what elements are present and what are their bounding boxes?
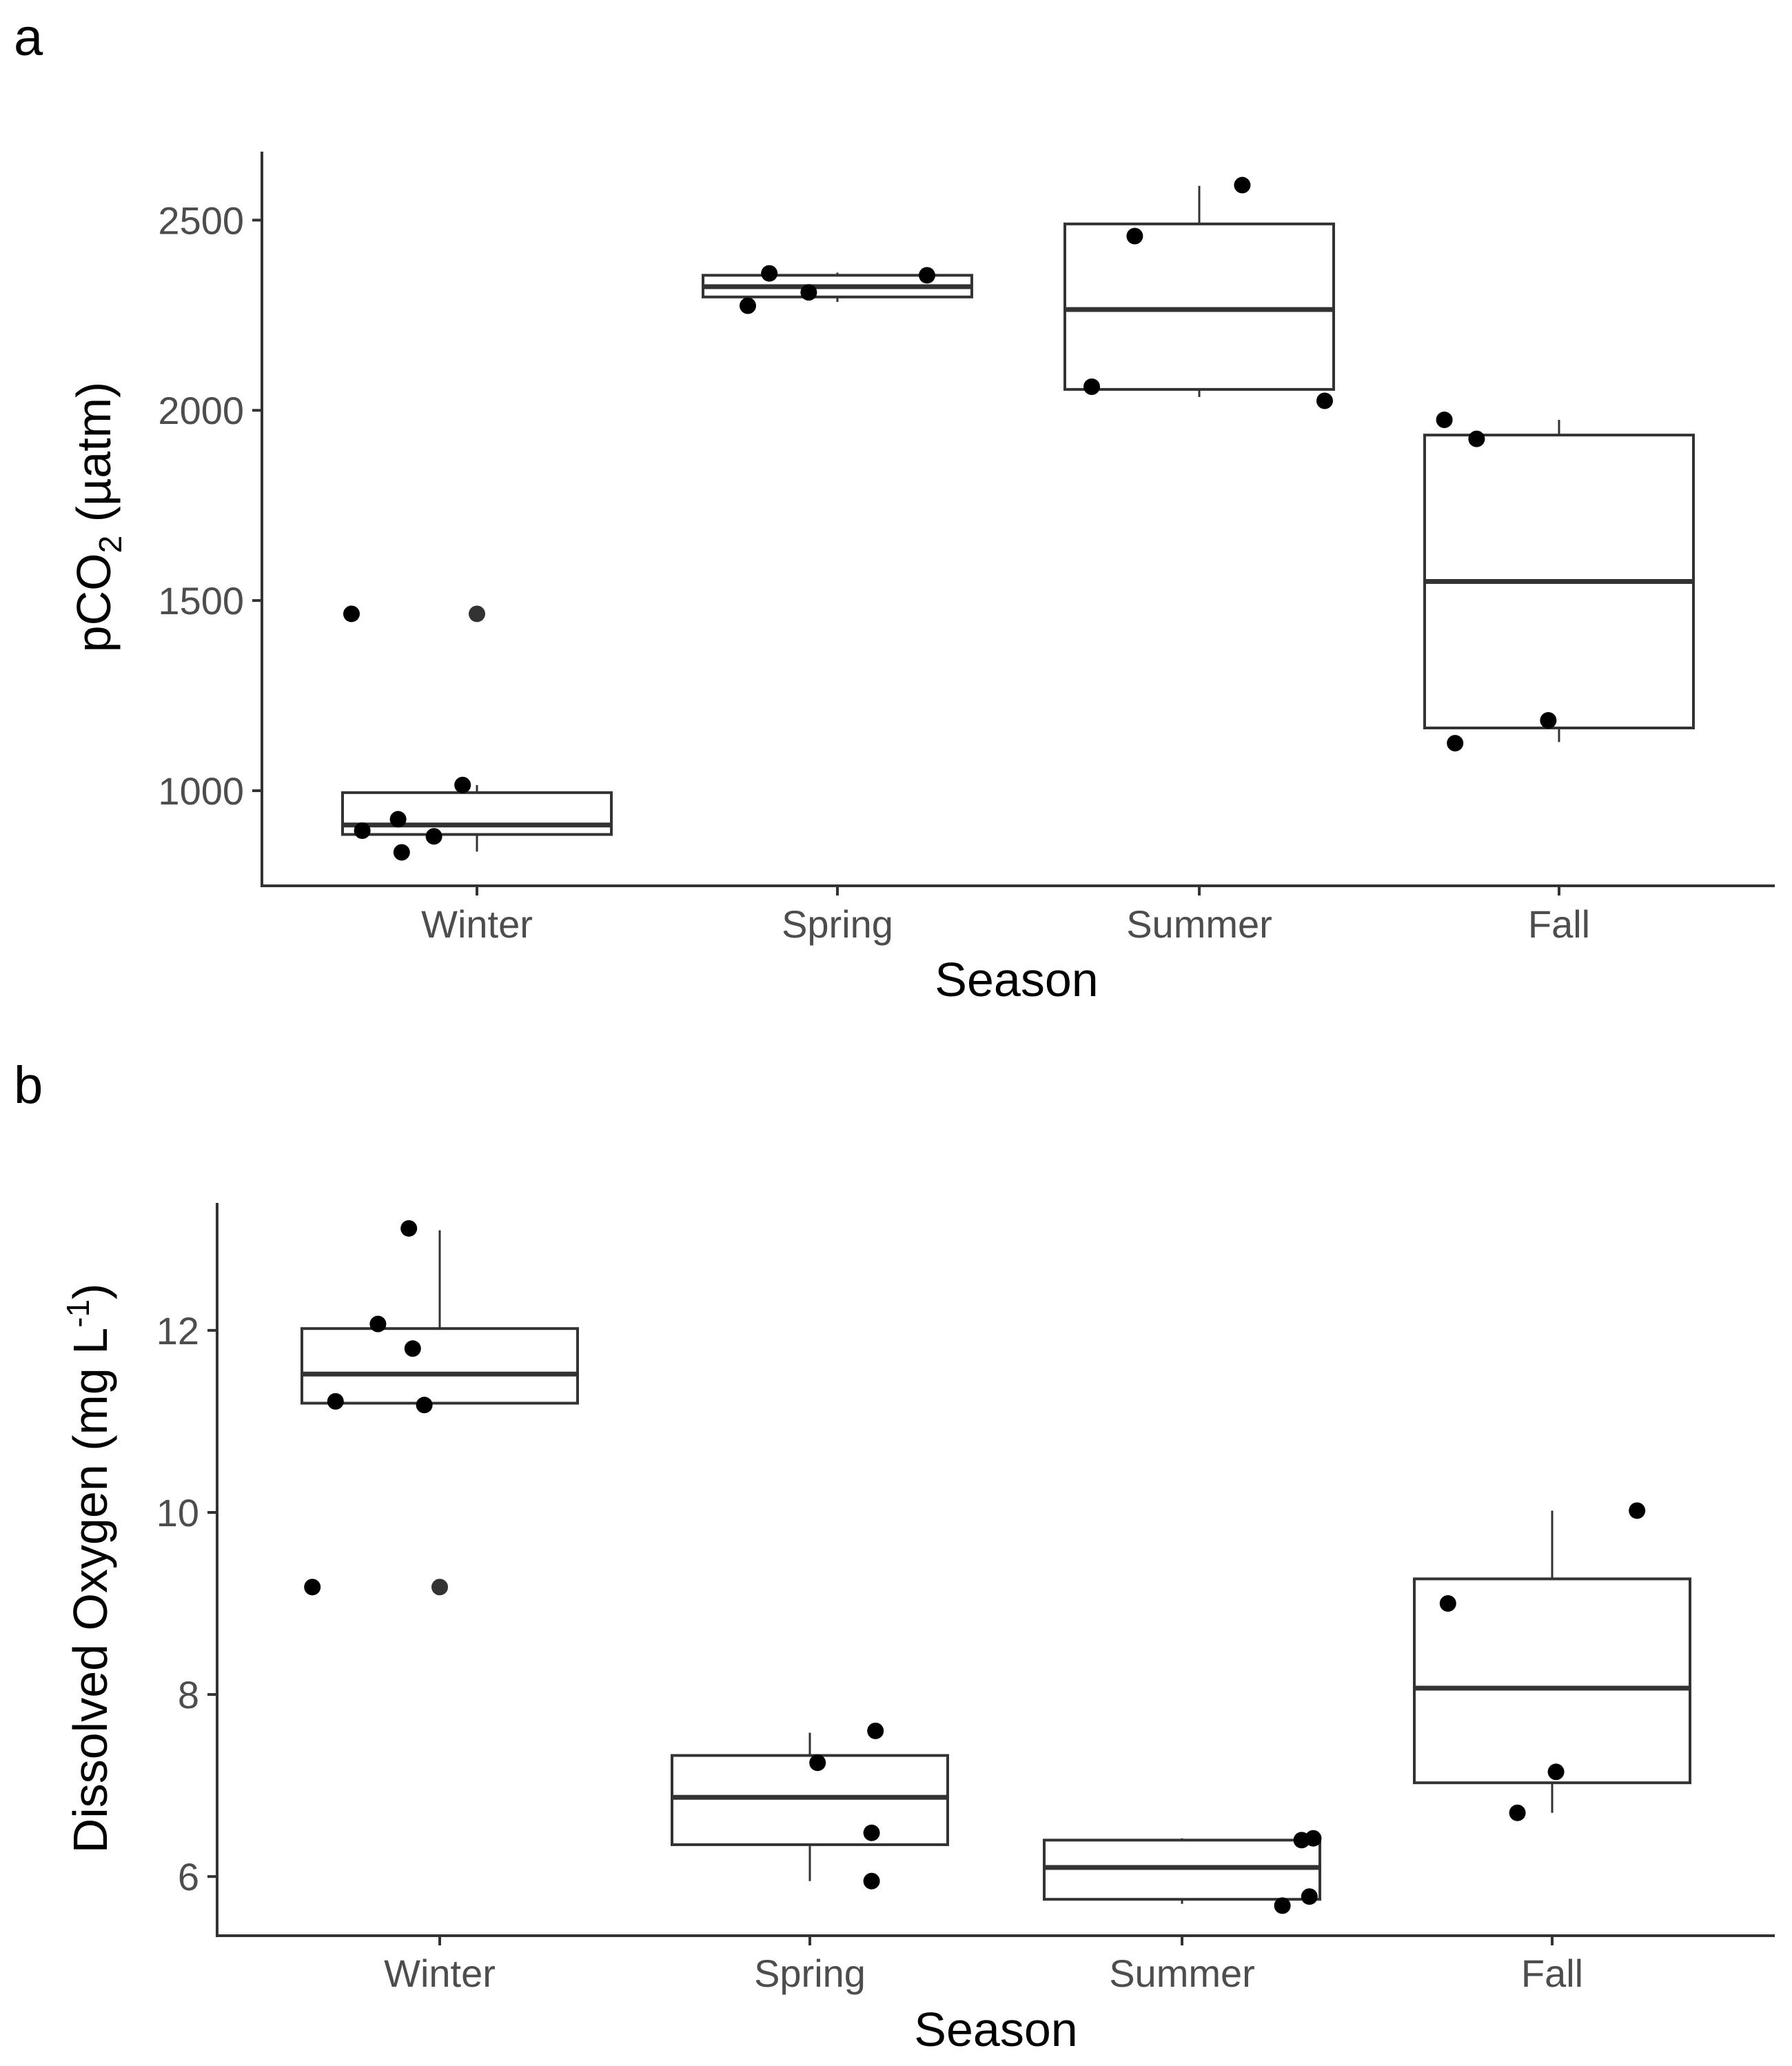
panel-a-y-title-sub: 2	[92, 536, 128, 554]
panel-b-x-tick-label-winter: Winter	[384, 1952, 496, 1995]
panel-b-point-spring	[863, 1824, 880, 1841]
panel-a-iqr-summer	[1063, 222, 1335, 391]
panel-b-y-title-main: Dissolved Oxygen (mg L	[63, 1328, 117, 1854]
panel-b-y-title: Dissolved Oxygen (mg L-1)	[60, 1284, 117, 1854]
panel-b-x-tick-label-spring: Spring	[754, 1952, 866, 1995]
panel-a-point-spring	[800, 284, 817, 301]
panel-a-point-summer	[1234, 176, 1251, 194]
panel-a-point-summer	[1083, 378, 1100, 396]
panel-a-x-title: Season	[935, 953, 1098, 1006]
panel-b-label: b	[14, 1056, 43, 1115]
panel-b-y-tick-label: 8	[178, 1673, 199, 1716]
panel-a-y-title: pCO2 (µatm)	[67, 382, 128, 653]
panel-a-box-fall	[1423, 420, 1695, 742]
panel-a-point-winter	[393, 844, 410, 861]
panel-b-point-spring	[809, 1754, 826, 1772]
panel-b-x-tick-label-fall: Fall	[1521, 1952, 1583, 1995]
panel-b-point-summer	[1305, 1830, 1322, 1847]
panel-a-point-winter	[354, 822, 371, 839]
panel-b-x-title: Season	[914, 2003, 1077, 2056]
panel-b: b 6 8 10 12 Winter Spring Summer Fall Season Di…	[14, 1056, 1775, 2056]
panel-b-point-winter	[327, 1392, 344, 1410]
panel-a-point-spring	[740, 297, 756, 314]
panel-b-box-spring	[671, 1732, 949, 1881]
panel-b-point-fall	[1629, 1502, 1646, 1519]
panel-a-y-tick-label: 2500	[158, 199, 244, 242]
panel-a-point-winter	[454, 776, 471, 793]
panel-a-box-summer	[1063, 185, 1335, 397]
panel-a-point-winter	[343, 605, 360, 622]
panel-a-y-tick-label: 1500	[158, 579, 244, 622]
panel-a-x-tick-label-spring: Spring	[782, 902, 893, 946]
panel-b-x-tick-label-summer: Summer	[1109, 1952, 1255, 1995]
panel-a-x-tick-label-summer: Summer	[1126, 902, 1272, 946]
panel-b-y-tick-label: 10	[156, 1491, 199, 1535]
panel-a-point-winter	[389, 811, 407, 828]
panel-a-point-fall	[1468, 430, 1485, 447]
panel-b-point-spring	[863, 1872, 880, 1890]
panel-a-box-winter	[341, 605, 613, 852]
panel-b-point-winter	[400, 1219, 418, 1237]
panel-a-x-tick-label-fall: Fall	[1528, 902, 1590, 946]
panel-a-point-summer	[1126, 227, 1143, 245]
panel-b-point-summer	[1274, 1897, 1291, 1914]
panel-b-iqr-spring	[671, 1754, 949, 1846]
panel-b-point-fall	[1547, 1763, 1565, 1781]
panel-b-outlier-winter	[431, 1579, 448, 1596]
panel-b-point-winter	[404, 1340, 421, 1357]
panel-a-x-tick-label-winter: Winter	[421, 902, 533, 946]
panel-a-point-spring	[761, 265, 778, 282]
panel-b-y-tick-label: 6	[178, 1855, 199, 1898]
panel-b-y-title-sup: -1	[60, 1299, 96, 1328]
panel-b-point-fall	[1439, 1595, 1456, 1612]
panel-a-label: a	[14, 8, 43, 67]
panel-b-y-title-close: )	[63, 1284, 117, 1299]
panel-a-point-fall	[1447, 735, 1464, 752]
panel-a-y-title-main: pCO	[67, 553, 121, 652]
panel-b-point-winter	[304, 1579, 321, 1596]
panel-a-iqr-winter	[341, 791, 613, 836]
panel-a-point-fall	[1436, 412, 1453, 429]
panel-a-y-tick-label: 2000	[158, 389, 244, 432]
panel-b-y-tick-label: 12	[156, 1309, 199, 1353]
panel-b-point-winter	[416, 1397, 433, 1414]
panel-a-point-winter	[425, 828, 442, 845]
panel-b-box-fall	[1413, 1510, 1691, 1813]
panel-a-point-spring	[919, 267, 935, 284]
panel-b-point-fall	[1509, 1804, 1526, 1821]
panel-a-outlier-winter	[469, 605, 485, 622]
panel-a-y-tick-label: 1000	[158, 769, 244, 813]
panel-a-y-title-unit: (µatm)	[67, 382, 121, 536]
panel-b-point-spring	[867, 1722, 884, 1739]
panel-b-point-winter	[369, 1315, 387, 1333]
panel-a-point-fall	[1540, 711, 1557, 729]
panel-a-box-spring	[702, 272, 973, 302]
panel-b-iqr-winter	[301, 1327, 579, 1405]
panel-b-point-summer	[1301, 1888, 1318, 1905]
panel-b-iqr-fall	[1413, 1577, 1691, 1785]
panel-b-box-winter	[301, 1230, 579, 1596]
panel-a-point-summer	[1316, 392, 1333, 409]
panel-a: a 1000 1500 2000 2500 Winter Spring Summer Fall…	[14, 8, 1775, 1006]
panel-b-box-summer	[1043, 1838, 1321, 1904]
